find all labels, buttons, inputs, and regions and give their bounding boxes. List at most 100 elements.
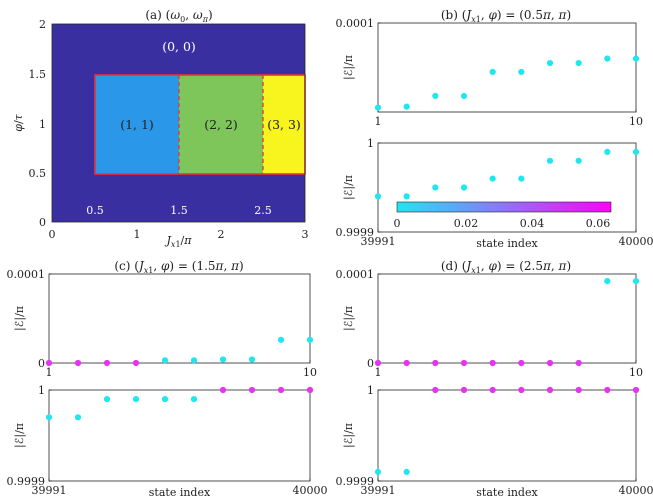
data-point — [575, 157, 582, 164]
panel-b-xlabel: state index — [476, 237, 538, 250]
panel-b-top-ylabel: |ℰ|/π — [342, 55, 356, 80]
y-tick-1-5: 1.5 — [29, 68, 47, 81]
y-tick-label: 0.9999 — [336, 475, 375, 488]
panel-d-top-ylabel: |ℰ|/π — [342, 306, 356, 331]
data-point — [632, 55, 640, 62]
panel-b-top-plot: 1 10 0.0001 |ℰ|/π — [336, 17, 644, 128]
x-tick-2: 2 — [218, 228, 225, 241]
x-tick-label: 10 — [629, 366, 643, 379]
data-point — [190, 357, 198, 364]
background-label: (0, 0) — [162, 39, 196, 54]
colorbar-tick-0-04: 0.04 — [520, 217, 545, 230]
y-tick-1: 1 — [39, 118, 46, 131]
data-point — [103, 396, 111, 403]
data-point — [604, 386, 611, 394]
data-point — [190, 396, 198, 403]
panel-c-bottom-plot: 39991 40000 0.9999 1 |ℰ|/π state index — [7, 384, 328, 497]
data-point — [74, 414, 82, 421]
data-point — [432, 92, 439, 100]
data-point — [575, 386, 582, 394]
plot-frame — [48, 273, 311, 364]
x-tick-label: 39991 — [361, 484, 396, 497]
plot-frame — [377, 389, 637, 482]
panel-a-yticks: 0 0.5 1 1.5 2 — [29, 18, 47, 229]
panel-b-bottom-ylabel: |ℰ|/π — [342, 175, 356, 200]
panel-d-bottom-ylabel: |ℰ|/π — [342, 423, 356, 448]
inner-tick-2-5: 2.5 — [254, 204, 272, 217]
colorbar-tick-0-06: 0.06 — [586, 217, 611, 230]
data-point — [161, 357, 169, 364]
heatmap-frame — [51, 23, 306, 223]
data-point — [632, 278, 640, 285]
y-tick-2: 2 — [39, 18, 46, 31]
region-label-2-2: (2, 2) — [204, 117, 238, 132]
data-point — [374, 104, 382, 111]
inner-tick-1-5: 1.5 — [170, 204, 188, 217]
y-tick-label: 0.0001 — [7, 268, 46, 281]
region-3-3 — [263, 75, 305, 174]
data-point — [432, 359, 439, 367]
panel-d-xlabel: state index — [476, 486, 538, 497]
panel-c-xlabel: state index — [149, 486, 211, 497]
panel-a: (a) (ω0, ωπ) (1, 1) (2, 2) (3, 3) (0, 0)… — [12, 8, 309, 249]
data-point — [132, 359, 140, 367]
y-tick-label: 1 — [367, 384, 374, 397]
panel-d-top-plot: 1 10 0 0.0001 |ℰ|/π — [336, 268, 644, 379]
panel-c-title: (c) (Jx1, φ) = (1.5π, π) — [114, 259, 243, 275]
panel-d-bottom-plot: 39991 40000 0.9999 1 |ℰ|/π state index — [336, 384, 653, 497]
x-tick-label: 40000 — [619, 235, 653, 248]
x-tick-label: 1 — [375, 115, 382, 128]
data-point — [546, 386, 554, 394]
data-point — [248, 356, 256, 363]
plot-frame — [377, 22, 637, 113]
panel-b-title: (b) (Jx1, φ) = (0.5π, π) — [441, 8, 571, 24]
region-label-3-3: (3, 3) — [267, 117, 301, 132]
y-tick-label: 0 — [38, 357, 45, 370]
data-point — [132, 396, 140, 403]
panel-a-ylabel: φ/τ — [12, 113, 25, 131]
data-point — [45, 414, 53, 421]
data-point — [518, 175, 525, 182]
data-point — [219, 386, 227, 394]
colorbar-gradient — [396, 201, 612, 213]
data-point — [460, 386, 468, 394]
data-point — [575, 359, 582, 367]
region-2-2 — [179, 75, 263, 174]
data-point — [403, 193, 410, 200]
y-tick-label: 0 — [367, 357, 374, 370]
data-point — [489, 175, 496, 182]
data-point — [489, 386, 496, 394]
y-tick-label: 0.9999 — [7, 475, 46, 488]
data-point — [403, 468, 410, 475]
data-point — [632, 386, 640, 394]
panel-d-title: (d) (Jx1, φ) = (2.5π, π) — [441, 259, 571, 275]
data-point — [460, 359, 468, 367]
data-point — [604, 55, 611, 62]
x-tick-3: 3 — [302, 228, 309, 241]
panel-a-xticks: 0 1 2 3 — [49, 228, 309, 241]
x-tick-label: 10 — [303, 366, 317, 379]
x-tick-label: 10 — [629, 115, 643, 128]
y-tick-0: 0 — [39, 216, 46, 229]
panel-a-xlabel: Jx1/π — [165, 234, 193, 249]
x-tick-label: 40000 — [619, 484, 653, 497]
data-point — [632, 148, 640, 155]
x-tick-1: 1 — [134, 228, 141, 241]
data-point — [403, 359, 410, 367]
data-point — [546, 359, 554, 367]
data-point — [518, 386, 525, 394]
y-tick-0-5: 0.5 — [29, 167, 47, 180]
y-tick-label: 0.0001 — [336, 17, 375, 30]
panel-a-title: (a) (ω0, ωπ) — [145, 8, 212, 24]
colorbar: 0 0.02 0.04 0.06 — [394, 201, 612, 230]
data-point — [374, 359, 382, 367]
y-tick-label: 0.0001 — [336, 268, 375, 281]
data-point — [460, 184, 468, 191]
plot-frame — [48, 389, 311, 482]
x-tick-label: 39991 — [32, 484, 67, 497]
data-point — [45, 359, 53, 367]
data-point — [161, 396, 169, 403]
data-point — [248, 386, 256, 394]
y-tick-label: 1 — [38, 384, 45, 397]
